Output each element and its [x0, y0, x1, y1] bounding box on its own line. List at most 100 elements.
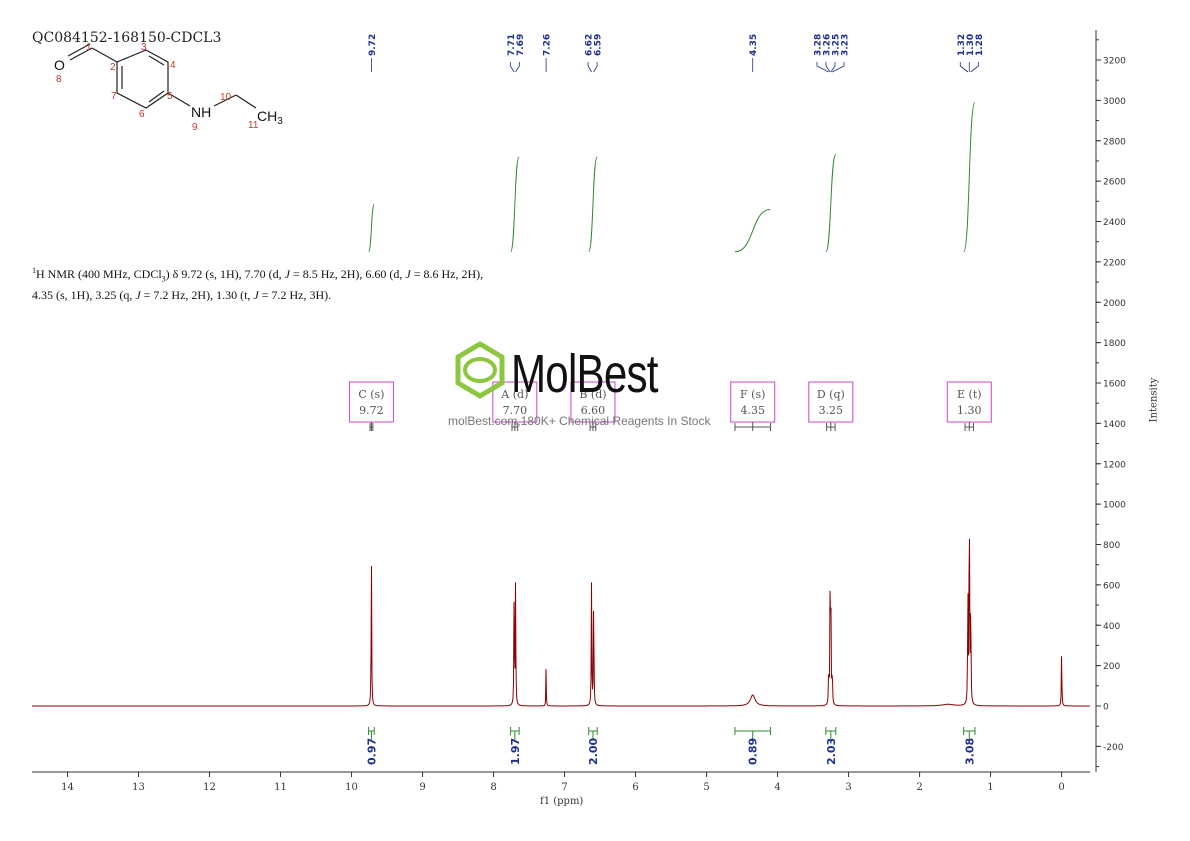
y-tick-label: 1200	[1103, 460, 1126, 470]
x-tick-label: 3	[845, 782, 851, 793]
x-tick-label: 10	[345, 782, 358, 793]
molecule-structure: O NH CH3 1 2 3 4 5 6 7 8 9 10 11	[54, 42, 283, 133]
peak-label: 7.69	[516, 34, 526, 56]
y-tick-label: 2000	[1103, 299, 1126, 309]
molbest-logo-icon	[455, 341, 505, 399]
x-tick-label: 11	[274, 782, 287, 793]
atom-number: 8	[56, 74, 62, 85]
multiplet-label: F (s)	[740, 388, 765, 401]
multiplet-shift: 3.25	[819, 404, 844, 417]
y-tick-label: 200	[1103, 662, 1120, 672]
peak-label: 1.30	[966, 34, 976, 56]
y-tick-label: 3000	[1103, 97, 1126, 107]
atom-number: 2	[110, 62, 116, 73]
x-tick-label: 6	[632, 782, 638, 793]
peak-label: 9.72	[368, 34, 378, 56]
x-tick-label: 12	[203, 782, 216, 793]
peak-label: 1.28	[975, 34, 985, 56]
atom-numbers: 1 2 3 4 5 6 7 8 9 10 11	[56, 42, 259, 133]
multiplet-label: A (d)	[500, 388, 528, 401]
peak-label: 6.62	[585, 34, 595, 56]
y-tick-label: 2800	[1103, 137, 1126, 147]
x-tick-label: 7	[561, 782, 567, 793]
x-tick-label: 13	[132, 782, 145, 793]
integral-curve	[825, 154, 837, 253]
integral-value: 3.08	[963, 738, 976, 765]
peak-label-leader	[830, 62, 836, 73]
peak-label-leader	[825, 62, 831, 73]
peak-label: 3.25	[831, 34, 841, 56]
atom-number: 3	[141, 42, 147, 53]
integral-value: 2.03	[825, 738, 838, 765]
atom-number: 11	[248, 120, 259, 131]
atom-number: 1	[86, 42, 92, 53]
y-tick-label: 3200	[1103, 57, 1126, 67]
peak-label: 4.35	[749, 34, 759, 56]
atom-o: O	[54, 57, 65, 73]
watermark-brand: MolBest	[511, 344, 658, 404]
spectrum-trace	[32, 538, 1090, 707]
x-tick-label: 8	[490, 782, 496, 793]
integral-curves	[368, 101, 976, 253]
atom-ch3: CH3	[257, 108, 283, 127]
y-tick-label: 800	[1103, 541, 1120, 551]
x-tick-label: 4	[774, 782, 780, 793]
integral-curve	[588, 156, 598, 253]
y-tick-label: 2400	[1103, 218, 1126, 228]
y-tick-label: 1800	[1103, 339, 1126, 349]
integral-curve	[734, 209, 771, 253]
y-tick-label: 600	[1103, 581, 1120, 591]
integral-value: 0.97	[365, 738, 378, 765]
peak-label: 3.28	[813, 34, 823, 56]
x-tick-label: 9	[419, 782, 425, 793]
peak-label-leader	[832, 62, 845, 73]
y-tick-label: 400	[1103, 622, 1120, 632]
peak-label: 3.26	[822, 34, 832, 56]
multiplet-shift: 9.72	[359, 404, 384, 417]
integral-curve	[368, 203, 375, 253]
integral-value: 2.00	[587, 738, 600, 765]
peak-labels: 9.72 7.71 7.69 7.26 6.62 6.59 4.35 3.28 3.26 3.25…	[368, 34, 985, 73]
benzene-ring	[116, 49, 169, 109]
multiplet-label: D (q)	[817, 388, 845, 401]
multiplet-shift: 1.30	[957, 404, 982, 417]
y-tick-label: -200	[1103, 743, 1124, 753]
peak-label-leader	[593, 62, 598, 73]
peak-label: 7.71	[507, 34, 517, 56]
x-tick-label: 0	[1058, 782, 1064, 793]
integral-curve	[963, 101, 976, 253]
atom-number: 7	[111, 91, 117, 102]
y-axis-label: Intensity	[1148, 377, 1160, 423]
multiplet-shift: 4.35	[740, 404, 765, 417]
x-tick-label: 2	[916, 782, 922, 793]
spectrum-line	[32, 538, 1090, 707]
multiplet-label: C (s)	[358, 388, 384, 401]
atom-number: 9	[192, 122, 198, 133]
peak-label: 1.32	[957, 34, 967, 56]
multiplet-label: E (t)	[957, 388, 982, 401]
y-tick-label: 1000	[1103, 501, 1126, 511]
x-tick-label: 14	[61, 782, 74, 793]
atom-number: 10	[220, 92, 232, 103]
atom-number: 5	[167, 91, 173, 102]
atom-number: 4	[170, 60, 176, 71]
integral-curve	[510, 156, 520, 253]
watermark-tagline: molBest.com,180K+ Chemical Reagents In S…	[448, 414, 711, 428]
peak-label-leader	[515, 62, 520, 73]
y-tick-label: 0	[1103, 703, 1109, 713]
multiplet-label: B (d)	[579, 388, 606, 401]
peak-label-leader	[970, 62, 979, 73]
y-tick-label: 2600	[1103, 178, 1126, 188]
x-tick-label: 5	[703, 782, 709, 793]
integral-value: 1.97	[509, 738, 522, 765]
sample-title: QC084152-168150-CDCL3	[32, 30, 222, 46]
y-tick-label: 1600	[1103, 380, 1126, 390]
peak-label: 3.23	[840, 34, 850, 56]
peak-label: 6.59	[594, 34, 604, 56]
atom-number: 6	[139, 109, 145, 120]
peak-label-leader	[509, 62, 515, 73]
y-tick-label: 1400	[1103, 420, 1126, 430]
chart-axes: 14 13 12 11 10 9 8 7 6 5 4 3 2 1 0-2000200400600800100…	[32, 30, 1126, 793]
